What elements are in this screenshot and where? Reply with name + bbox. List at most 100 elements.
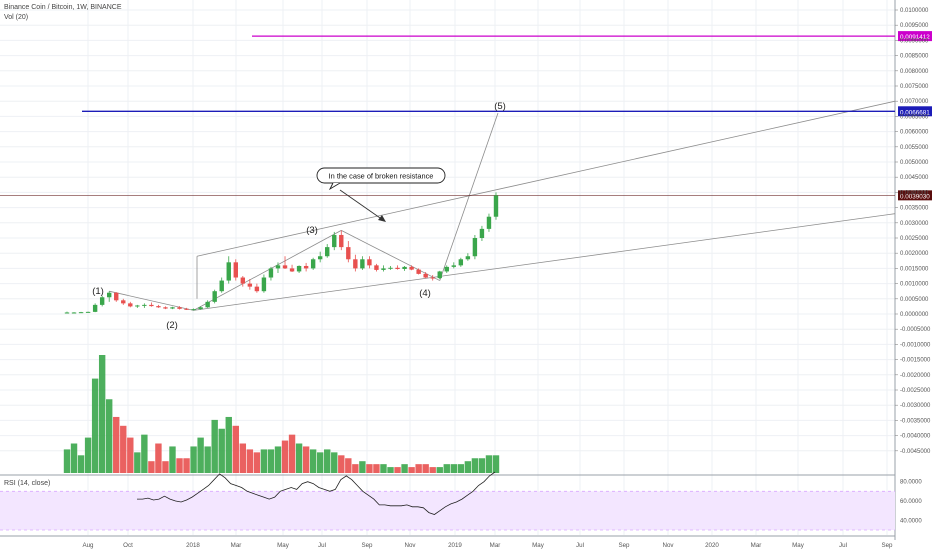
- volume-legend: Vol (20): [4, 14, 29, 21]
- volume-bar: [225, 416, 232, 473]
- candle-body: [233, 262, 238, 278]
- candle: [465, 253, 471, 261]
- candle-body: [310, 259, 316, 269]
- wave-label: (2): [166, 320, 178, 331]
- volume-bar: [260, 449, 268, 473]
- candle-body: [114, 292, 119, 301]
- volume-bar: [169, 446, 176, 473]
- candle: [64, 311, 70, 314]
- candle-body: [149, 304, 154, 307]
- candle-body: [416, 269, 421, 274]
- candle: [339, 230, 344, 251]
- price-axis-tick: 0.0040000: [900, 190, 929, 196]
- candle: [444, 265, 449, 273]
- volume-bar: [183, 458, 190, 473]
- candle-body: [296, 265, 302, 272]
- candle-body: [486, 216, 492, 229]
- volume-bar: [450, 464, 458, 473]
- price-axis-tick: 0.0045000: [900, 175, 929, 181]
- volume-bar: [162, 461, 169, 473]
- price-level-tag: [898, 106, 932, 117]
- candle: [275, 262, 281, 273]
- volume-bar: [63, 449, 71, 473]
- candle: [247, 279, 253, 290]
- time-axis-tick: 2019: [448, 542, 462, 549]
- candle-body: [282, 265, 288, 269]
- candle: [163, 306, 168, 310]
- candle-body: [409, 266, 414, 270]
- candle: [395, 265, 400, 270]
- candle-body: [135, 305, 140, 307]
- volume-bar: [232, 425, 239, 473]
- volume-bar: [288, 434, 296, 473]
- candle-body: [191, 309, 196, 311]
- price-axis-tick: 0.0070000: [900, 99, 929, 105]
- volume-bar: [464, 461, 472, 473]
- volume-bar: [239, 443, 247, 473]
- candle-body: [142, 304, 147, 306]
- time-axis-tick: Nov: [662, 542, 674, 549]
- price-level-tag-text: 0.0091412: [900, 34, 930, 41]
- time-axis-tick: May: [532, 542, 545, 549]
- volume-bar: [408, 467, 415, 473]
- rsi-band: [0, 491, 895, 530]
- candle-body: [219, 280, 224, 292]
- price-axis-tick: 0.0085000: [900, 54, 929, 60]
- price-axis-tick: -0.0045000: [900, 449, 931, 455]
- candle: [121, 298, 126, 305]
- volume-bar: [267, 449, 275, 473]
- candle-body: [367, 259, 372, 266]
- candle: [310, 257, 316, 270]
- candle-body: [92, 304, 98, 312]
- candle: [493, 192, 499, 220]
- candle: [226, 256, 231, 284]
- price-axis-tick: -0.0025000: [900, 388, 931, 394]
- price-axis-tick: 0.0100000: [900, 8, 929, 14]
- volume-bar: [415, 464, 422, 473]
- candle-body: [465, 256, 471, 260]
- candle: [346, 241, 351, 263]
- time-axis-tick: Jul: [576, 542, 584, 549]
- time-axis-tick: Mar: [751, 542, 762, 549]
- volume-bar: [204, 446, 211, 473]
- volume-bar: [91, 378, 99, 473]
- volume-bar: [422, 464, 429, 473]
- volume-bar: [338, 455, 345, 473]
- rsi-axis-tick: 60.0000: [900, 499, 922, 505]
- volume-bar: [309, 449, 317, 473]
- candle: [479, 225, 485, 242]
- price-axis-tick: 0.0015000: [900, 266, 929, 272]
- candle: [317, 251, 323, 263]
- candle-body: [317, 256, 323, 260]
- candle: [282, 256, 288, 270]
- candle: [78, 311, 84, 314]
- candle: [198, 306, 203, 310]
- volume-bar: [127, 437, 134, 473]
- volume-bar: [331, 452, 338, 473]
- candle-body: [128, 303, 133, 307]
- candle: [325, 244, 330, 258]
- candle: [114, 292, 119, 302]
- candle: [402, 265, 407, 271]
- candle-body: [121, 300, 126, 304]
- wave-label: (3): [306, 225, 318, 236]
- volume-bar: [190, 446, 197, 473]
- price-axis-tick: 0.0025000: [900, 236, 929, 242]
- candle-body: [388, 267, 393, 269]
- support-channel-line: [193, 213, 896, 311]
- candle: [360, 256, 365, 270]
- candle: [353, 254, 358, 272]
- time-axis-tick: Nov: [404, 542, 416, 549]
- candle: [332, 231, 337, 251]
- time-axis-tick: May: [792, 542, 805, 549]
- trend-lines: [109, 100, 896, 311]
- price-axis-tick: 0.0000000: [900, 312, 929, 318]
- candle-body: [212, 291, 217, 302]
- price-axis-tick: -0.0010000: [900, 342, 931, 348]
- volume-bar: [478, 458, 486, 473]
- time-axis-tick: Mar: [490, 542, 501, 549]
- volume-bar: [366, 464, 373, 473]
- time-axis-tick: Oct: [123, 542, 133, 549]
- candle-body: [360, 259, 365, 269]
